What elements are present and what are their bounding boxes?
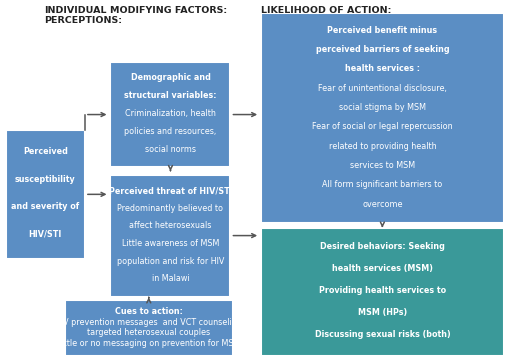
Text: Discussing sexual risks (both): Discussing sexual risks (both) — [314, 330, 450, 339]
Text: targeted heterosexual couples: targeted heterosexual couples — [87, 328, 210, 337]
Text: susceptibility: susceptibility — [15, 175, 76, 184]
Text: overcome: overcome — [362, 200, 402, 209]
Text: Predominantly believed to: Predominantly believed to — [117, 204, 223, 213]
Text: policies and resources,: policies and resources, — [124, 127, 217, 136]
Text: perceived barriers of seeking: perceived barriers of seeking — [315, 45, 449, 54]
Text: All form significant barriers to: All form significant barriers to — [322, 180, 442, 189]
Text: INDIVIDUAL
PERCEPTIONS:: INDIVIDUAL PERCEPTIONS: — [44, 6, 122, 26]
Text: health services :: health services : — [345, 64, 420, 73]
FancyBboxPatch shape — [111, 175, 230, 297]
Text: related to providing health: related to providing health — [329, 141, 436, 150]
FancyBboxPatch shape — [6, 130, 85, 259]
Text: Perceived threat of HIV/STI: Perceived threat of HIV/STI — [109, 186, 232, 195]
FancyBboxPatch shape — [111, 62, 230, 167]
Text: Desired behaviors: Seeking: Desired behaviors: Seeking — [320, 243, 445, 252]
Text: Fear of social or legal repercussion: Fear of social or legal repercussion — [312, 122, 453, 131]
Text: services to MSM: services to MSM — [350, 161, 415, 170]
Text: MODIFYING FACTORS:: MODIFYING FACTORS: — [111, 6, 228, 15]
Text: Little awareness of MSM: Little awareness of MSM — [122, 239, 219, 248]
Text: Demographic and: Demographic and — [131, 73, 210, 82]
Text: Criminalization, health: Criminalization, health — [125, 109, 216, 118]
Text: and severity of: and severity of — [11, 202, 79, 211]
Text: HIV/STI: HIV/STI — [29, 230, 62, 239]
Text: Perceived: Perceived — [23, 147, 68, 156]
Text: HIV prevention messages  and VCT counseling: HIV prevention messages and VCT counseli… — [55, 318, 242, 327]
Text: Fear of unintentional disclosure,: Fear of unintentional disclosure, — [318, 84, 447, 93]
Text: affect heterosexuals: affect heterosexuals — [130, 221, 211, 230]
Text: Providing health services to: Providing health services to — [319, 287, 446, 296]
Text: in Malawi: in Malawi — [152, 274, 189, 283]
Text: Cues to action:: Cues to action: — [115, 307, 183, 316]
FancyBboxPatch shape — [261, 228, 504, 356]
Text: social norms: social norms — [145, 145, 196, 154]
FancyBboxPatch shape — [65, 300, 233, 356]
Text: LIKELIHOOD OF ACTION:: LIKELIHOOD OF ACTION: — [261, 6, 392, 15]
Text: population and risk for HIV: population and risk for HIV — [117, 257, 224, 266]
Text: social stigma by MSM: social stigma by MSM — [339, 103, 426, 112]
FancyBboxPatch shape — [261, 13, 504, 223]
Text: Perceived benefit minus: Perceived benefit minus — [327, 26, 437, 35]
Text: health services (MSM): health services (MSM) — [332, 265, 433, 274]
Text: Little or no messaging on prevention for MSM: Little or no messaging on prevention for… — [57, 338, 241, 347]
Text: structural variables:: structural variables: — [124, 91, 217, 100]
Text: MSM (HPs): MSM (HPs) — [358, 309, 407, 318]
